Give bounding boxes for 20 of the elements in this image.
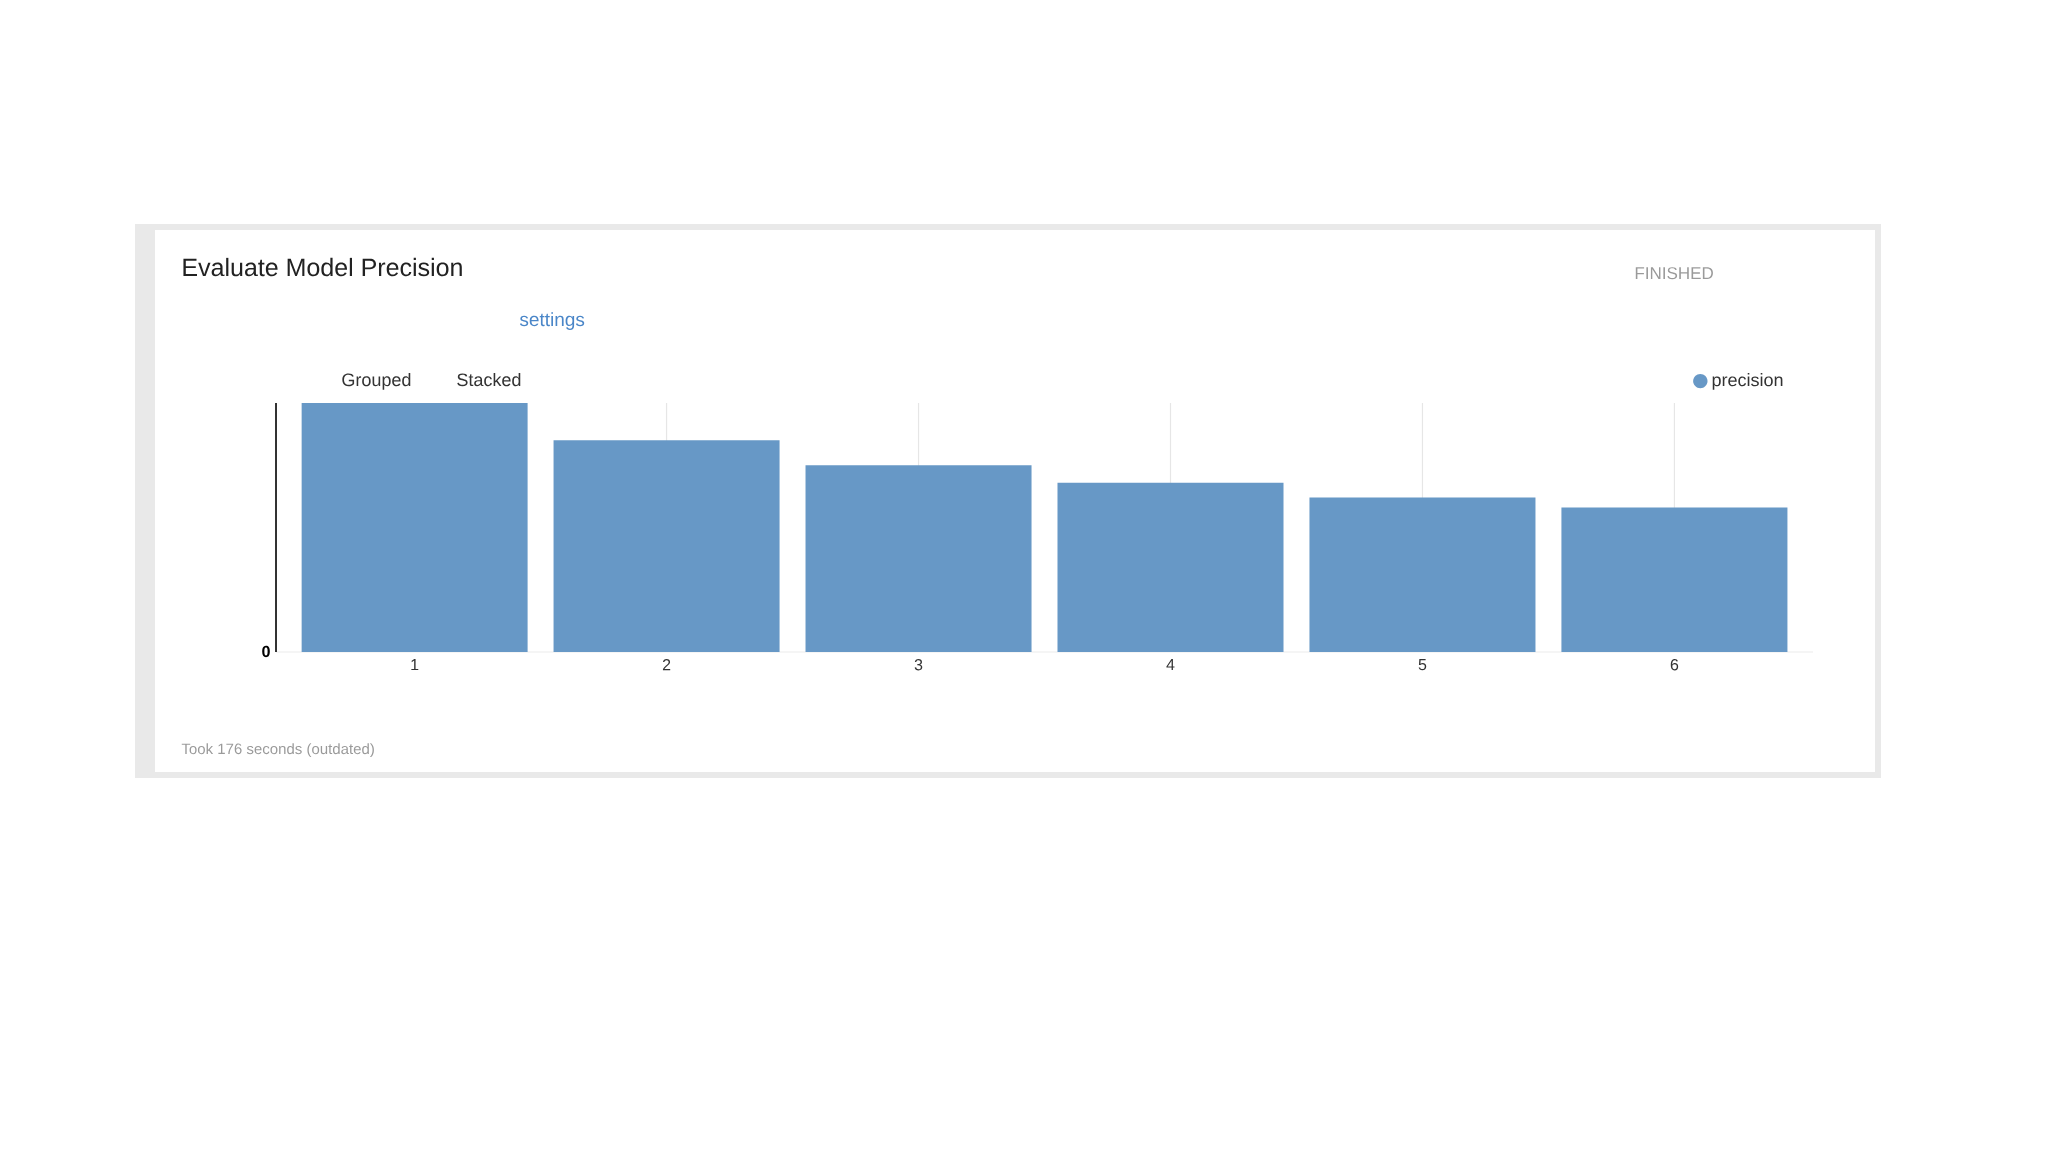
bar bbox=[1309, 497, 1536, 652]
chart-title: Evaluate Model Precision bbox=[183, 257, 462, 277]
bar bbox=[301, 403, 528, 652]
bar bbox=[1057, 482, 1284, 652]
x-tick-label: 3 bbox=[914, 659, 923, 671]
bar bbox=[805, 465, 1032, 652]
text: settings bbox=[519, 312, 585, 330]
x-tick-label: 4 bbox=[1166, 659, 1175, 671]
text: Stacked bbox=[457, 372, 521, 387]
text: 0 bbox=[262, 645, 270, 658]
bar bbox=[553, 440, 780, 652]
x-tick-label: 6 bbox=[1670, 659, 1679, 671]
legend-label: precision bbox=[1712, 373, 1783, 390]
x-tick-label: 5 bbox=[1418, 659, 1427, 671]
text: Grouped bbox=[342, 372, 411, 390]
text: Took 176 seconds (outdated) bbox=[181, 743, 374, 758]
text: FINISHED bbox=[1635, 267, 1713, 280]
x-tick-label: 2 bbox=[662, 659, 671, 671]
x-tick-label: 1 bbox=[411, 659, 419, 671]
bar bbox=[1561, 507, 1788, 652]
